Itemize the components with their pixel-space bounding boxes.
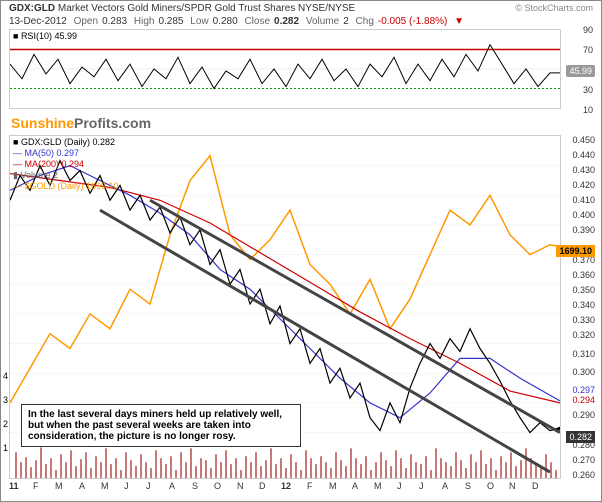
description: Market Vectors Gold Miners/SPDR Gold Tru… (58, 3, 295, 14)
stock-chart: GDX:GLD Market Vectors Gold Miners/SPDR … (0, 0, 602, 502)
rsi-label: ■ RSI(10) 45.99 (13, 31, 77, 41)
close-value-box: 0.282 (566, 431, 595, 443)
chart-header: GDX:GLD Market Vectors Gold Miners/SPDR … (9, 3, 593, 14)
gold-value-box: 1699.10 (556, 245, 595, 257)
legend: ■ GDX:GLD (Daily) 0.282 — MA(50) 0.297 —… (13, 137, 119, 192)
date: 13-Dec-2012 (9, 16, 67, 27)
x-axis: 11 F M A M J J A S O N D 12 F M A M J J … (9, 481, 561, 495)
rsi-panel (9, 29, 561, 109)
watermark: SunshineProfits.com (9, 113, 153, 133)
price-y-axis: 0.450 0.440 0.430 0.420 0.410 0.400 0.39… (561, 135, 595, 479)
exchange: NYSE/NYSE (298, 3, 355, 14)
volume-y-axis: 4 3 2 1 (1, 135, 9, 479)
source-label: © StockCharts.com (515, 3, 593, 13)
ohlc-row: 13-Dec-2012 Open0.283 High0.285 Low0.280… (9, 16, 593, 27)
annotation-box: In the last several days miners held up … (21, 404, 301, 447)
rsi-svg (10, 30, 560, 108)
symbol: GDX:GLD (9, 3, 55, 14)
rsi-value-box: 45.99 (566, 65, 595, 77)
